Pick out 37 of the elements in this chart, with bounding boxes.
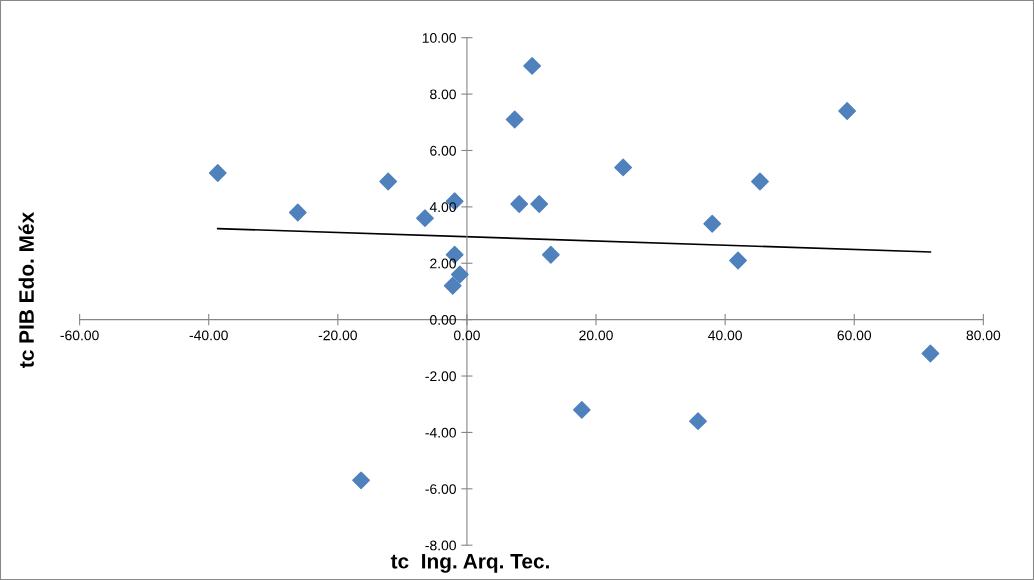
point	[530, 195, 549, 213]
point	[541, 245, 560, 264]
point	[443, 276, 462, 295]
y-tick-label: -6.00	[425, 484, 456, 494]
point	[689, 412, 707, 431]
y-axis-title: tc PIB Edo. Méx	[18, 212, 34, 368]
x-axis-title: tc Ing. Arq. Tec.	[390, 554, 549, 573]
y-tick-label: 0.00	[430, 314, 456, 325]
point	[729, 251, 747, 270]
x-tick-label: 60.00	[837, 330, 872, 341]
x-tick-label: -40.00	[189, 330, 228, 341]
point	[572, 400, 591, 419]
x-tick-label: 80.00	[966, 330, 1001, 341]
x-tick-label: 0.00	[453, 330, 480, 341]
point	[921, 344, 940, 363]
point	[379, 172, 398, 191]
point	[505, 110, 524, 129]
y-tick-label: 6.00	[430, 145, 456, 156]
point	[288, 203, 307, 222]
x-tick-label: -20.00	[318, 330, 357, 341]
y-tick-label: -4.00	[425, 427, 456, 438]
point	[523, 56, 542, 75]
x-tick-label: 40.00	[708, 330, 742, 341]
y-tick-label: 2.00	[430, 258, 456, 269]
y-tick-label: -2.00	[425, 371, 456, 382]
point	[510, 195, 529, 213]
point	[838, 102, 857, 120]
y-tick-label: 8.00	[430, 89, 456, 100]
point	[208, 164, 227, 182]
y-tick-label: -8.00	[425, 540, 456, 551]
point	[751, 172, 769, 191]
point	[703, 214, 722, 233]
x-tick-label: -60.00	[60, 330, 99, 341]
y-tick-label: 10.00	[422, 33, 456, 43]
x-tick-label: 20.00	[579, 330, 613, 341]
point	[352, 471, 370, 490]
point	[614, 158, 633, 177]
